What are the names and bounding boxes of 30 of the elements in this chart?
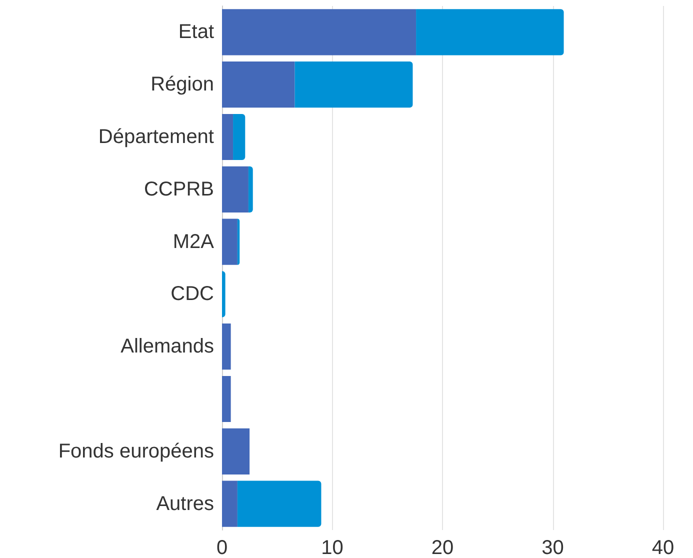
- bar: [237, 480, 322, 527]
- y-tick-label: Région: [150, 74, 214, 96]
- y-tick-label: Département: [98, 126, 214, 148]
- bar: [222, 271, 226, 318]
- bar: [222, 480, 238, 527]
- y-tick-label: CCPRB: [144, 178, 214, 200]
- x-tick-label: 30: [542, 537, 564, 558]
- x-tick-label: 40: [652, 537, 674, 558]
- bar: [222, 166, 248, 212]
- bar: [222, 218, 238, 265]
- bar: [233, 114, 246, 160]
- bar: [222, 324, 231, 370]
- bar: [222, 376, 231, 422]
- bar: [222, 9, 416, 56]
- bar: [294, 62, 413, 108]
- y-tick-label: M2A: [172, 230, 215, 253]
- y-tick-label: Allemands: [120, 336, 214, 358]
- bar: [237, 218, 240, 265]
- bar: [416, 9, 564, 56]
- x-tick-label: 10: [321, 537, 344, 558]
- x-tick-label: 20: [431, 537, 454, 558]
- x-tick-label: 0: [216, 537, 228, 558]
- bar: [222, 428, 250, 474]
- y-tick-label: Fonds européens: [58, 440, 214, 462]
- y-tick-label: Etat: [178, 21, 214, 44]
- bar: [222, 114, 234, 160]
- y-tick-label: CDC: [170, 283, 214, 306]
- bar: [248, 166, 253, 212]
- y-tick-label: Autres: [156, 492, 214, 515]
- bar: [222, 62, 295, 108]
